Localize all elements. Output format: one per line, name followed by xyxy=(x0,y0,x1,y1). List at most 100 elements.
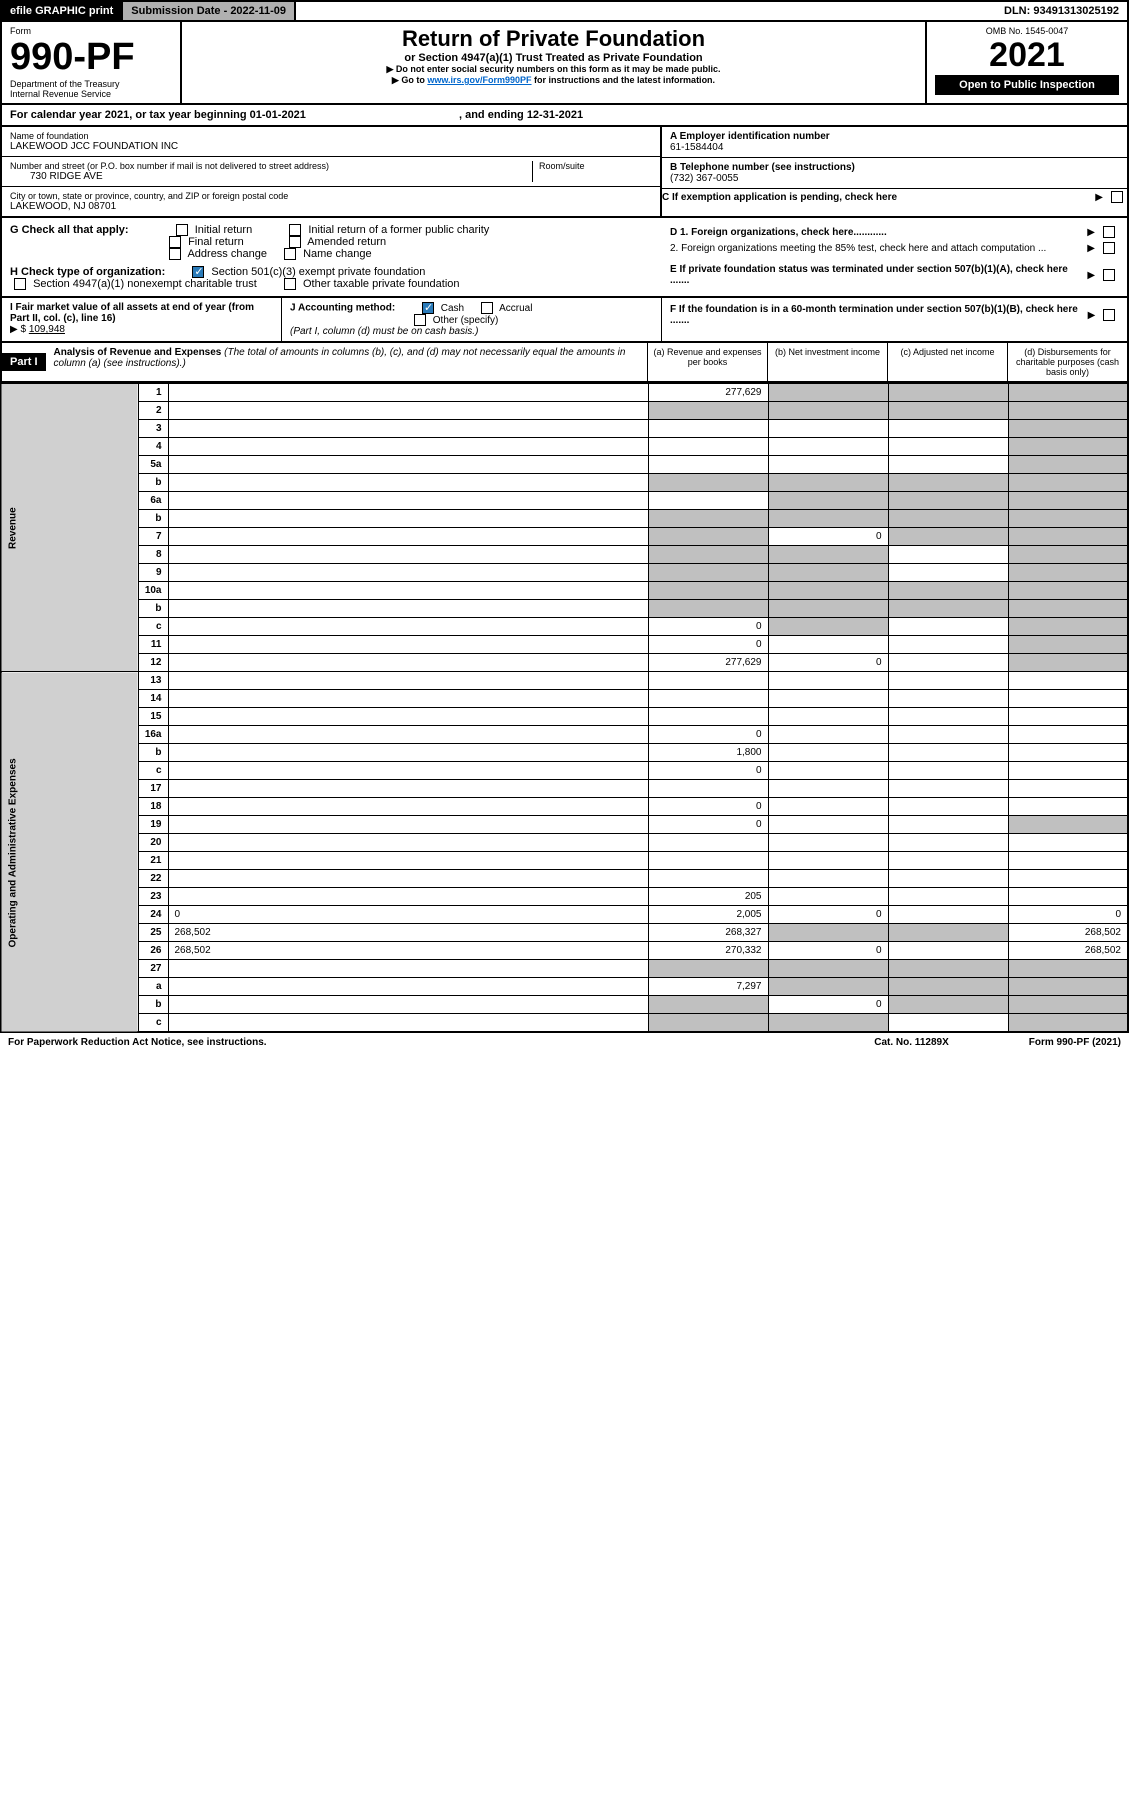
addr-label: Number and street (or P.O. box number if… xyxy=(10,161,532,171)
cell-d xyxy=(1008,672,1128,690)
addr: 730 RIDGE AVE xyxy=(10,171,532,182)
cell-a xyxy=(648,780,768,798)
row-num: 11 xyxy=(138,636,168,654)
cell-d xyxy=(1008,852,1128,870)
row-desc xyxy=(168,726,648,744)
cell-c xyxy=(888,942,1008,960)
cell-b xyxy=(768,582,888,600)
col-b: (b) Net investment income xyxy=(767,343,887,381)
cell-d xyxy=(1008,798,1128,816)
dept: Department of the Treasury xyxy=(10,79,172,89)
cell-a xyxy=(648,960,768,978)
cell-c xyxy=(888,492,1008,510)
row-num: 2 xyxy=(138,402,168,420)
row-desc xyxy=(168,816,648,834)
row-desc xyxy=(168,402,648,420)
cell-d xyxy=(1008,582,1128,600)
initial-former-cb[interactable] xyxy=(289,224,301,236)
f-cb[interactable] xyxy=(1103,309,1115,321)
cell-b: 0 xyxy=(768,942,888,960)
foundation-name: LAKEWOOD JCC FOUNDATION INC xyxy=(10,141,652,152)
tel-label: B Telephone number (see instructions) xyxy=(670,162,1119,173)
table-row: 3 xyxy=(1,420,1128,438)
cell-a: 0 xyxy=(648,798,768,816)
row-num: 10a xyxy=(138,582,168,600)
address-change-cb[interactable] xyxy=(169,248,181,260)
accrual-cb[interactable] xyxy=(481,302,493,314)
cell-b xyxy=(768,564,888,582)
form990pf-link[interactable]: www.irs.gov/Form990PF xyxy=(427,75,531,85)
row-num: 27 xyxy=(138,960,168,978)
amended-return-cb[interactable] xyxy=(289,236,301,248)
cell-c xyxy=(888,618,1008,636)
h-label: H Check type of organization: xyxy=(10,266,165,278)
cell-c xyxy=(888,744,1008,762)
501c3-cb[interactable] xyxy=(192,266,204,278)
cell-c xyxy=(888,924,1008,942)
efile-print-button[interactable]: efile GRAPHIC print xyxy=(2,2,123,20)
cell-d xyxy=(1008,636,1128,654)
cell-a xyxy=(648,708,768,726)
cell-c xyxy=(888,510,1008,528)
table-row: c0 xyxy=(1,618,1128,636)
cell-d xyxy=(1008,816,1128,834)
other-method-cb[interactable] xyxy=(414,314,426,326)
cell-b xyxy=(768,960,888,978)
cell-b: 0 xyxy=(768,996,888,1014)
ijf-row: I Fair market value of all assets at end… xyxy=(0,298,1129,343)
initial-return-cb[interactable] xyxy=(176,224,188,236)
row-desc xyxy=(168,744,648,762)
submission-date: Submission Date - 2022-11-09 xyxy=(123,2,296,20)
cell-a: 2,005 xyxy=(648,906,768,924)
row-desc xyxy=(168,1014,648,1033)
row-desc xyxy=(168,618,648,636)
table-row: 180 xyxy=(1,798,1128,816)
part1-title: Analysis of Revenue and Expenses xyxy=(54,347,222,358)
cell-b xyxy=(768,384,888,402)
final-return-cb[interactable] xyxy=(169,236,181,248)
i-value: 109,948 xyxy=(29,324,65,335)
cell-c xyxy=(888,708,1008,726)
d1-cb[interactable] xyxy=(1103,226,1115,238)
cell-d xyxy=(1008,420,1128,438)
name-label: Name of foundation xyxy=(10,131,652,141)
4947-cb[interactable] xyxy=(14,278,26,290)
c-checkbox[interactable] xyxy=(1111,191,1123,203)
row-desc xyxy=(168,834,648,852)
cell-a: 277,629 xyxy=(648,384,768,402)
part1-label: Part I xyxy=(2,353,46,371)
cell-a: 1,800 xyxy=(648,744,768,762)
table-row: 22 xyxy=(1,870,1128,888)
cell-c xyxy=(888,690,1008,708)
cell-d xyxy=(1008,474,1128,492)
cell-d xyxy=(1008,510,1128,528)
ein-label: A Employer identification number xyxy=(670,131,1119,142)
row-desc xyxy=(168,672,648,690)
city: LAKEWOOD, NJ 08701 xyxy=(10,201,652,212)
name-change-cb[interactable] xyxy=(284,248,296,260)
cell-c xyxy=(888,726,1008,744)
other-taxable-cb[interactable] xyxy=(284,278,296,290)
table-row: 20 xyxy=(1,834,1128,852)
cell-b xyxy=(768,672,888,690)
cell-c xyxy=(888,582,1008,600)
row-num: c xyxy=(138,1014,168,1033)
d2-cb[interactable] xyxy=(1103,242,1115,254)
row-desc xyxy=(168,546,648,564)
main-table: Revenue1277,6292345ab6ab708910abc0110122… xyxy=(0,383,1129,1033)
e-cb[interactable] xyxy=(1103,269,1115,281)
cell-d xyxy=(1008,690,1128,708)
cell-c xyxy=(888,456,1008,474)
cash-cb[interactable] xyxy=(422,302,434,314)
table-row: a7,297 xyxy=(1,978,1128,996)
cell-d xyxy=(1008,960,1128,978)
arrow-icon: ▶ xyxy=(1087,243,1095,254)
row-desc xyxy=(168,888,648,906)
tax-year: 2021 xyxy=(935,36,1119,75)
row-num: 25 xyxy=(138,924,168,942)
cell-b: 0 xyxy=(768,654,888,672)
cell-c xyxy=(888,906,1008,924)
cell-a xyxy=(648,528,768,546)
table-row: 5a xyxy=(1,456,1128,474)
cell-a: 0 xyxy=(648,762,768,780)
